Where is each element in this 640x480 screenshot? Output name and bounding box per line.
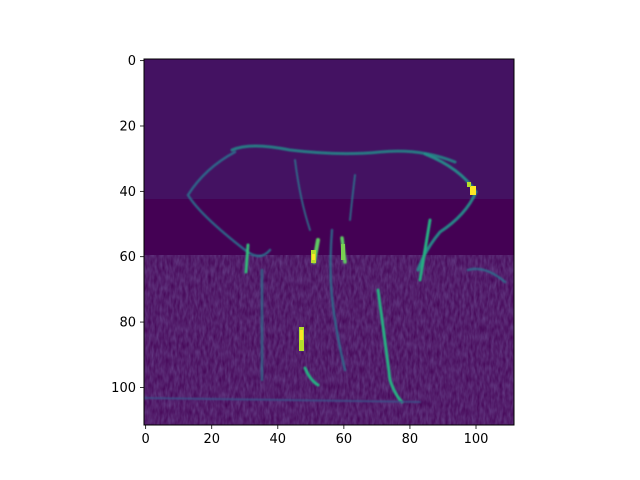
x-tick-label: 100 <box>464 432 489 447</box>
heatmap-texture-upper <box>144 59 514 199</box>
trunk-edge <box>329 228 347 372</box>
right-leg-edge <box>376 288 404 404</box>
hotspot-right-ear-adjacent <box>467 182 471 187</box>
rock-edge <box>466 267 507 284</box>
y-tick-label: 20 <box>119 119 136 134</box>
plot-area <box>144 59 514 425</box>
y-tick-label: 0 <box>128 54 136 69</box>
y-tick-label: 40 <box>119 185 136 200</box>
left-ear-edge <box>186 150 272 258</box>
hotspot-lower-tusk-core <box>300 330 303 340</box>
ground-line <box>144 397 421 403</box>
axes-frame <box>143 58 515 426</box>
y-tick-label: 100 <box>111 381 136 396</box>
hotspots <box>299 182 476 351</box>
y-tick-label: 60 <box>119 250 136 265</box>
back-edge <box>230 144 457 164</box>
heatmap-texture-lower <box>144 255 514 425</box>
hotspot-left-tusk-core <box>312 254 315 260</box>
head-edge <box>294 159 356 231</box>
elephant-edges <box>144 144 507 404</box>
y-tick-label: 80 <box>119 316 136 331</box>
right-shoulder-edge <box>418 218 432 282</box>
x-tick-label: 40 <box>270 432 287 447</box>
x-tick-label: 20 <box>203 432 220 447</box>
x-tick-label: 60 <box>336 432 353 447</box>
x-tick-label: 80 <box>402 432 419 447</box>
right-ear-edge <box>416 152 478 272</box>
x-axis: 0 20 40 60 80 100 <box>142 425 489 447</box>
hotspot-right-tusk <box>341 244 345 260</box>
left-foot-edge <box>303 366 320 387</box>
y-axis: 0 20 40 60 80 100 <box>111 54 144 396</box>
x-tick-label: 0 <box>142 432 150 447</box>
front-left-leg-edge <box>244 243 250 274</box>
hotspot-right-ear-tip <box>470 186 476 195</box>
